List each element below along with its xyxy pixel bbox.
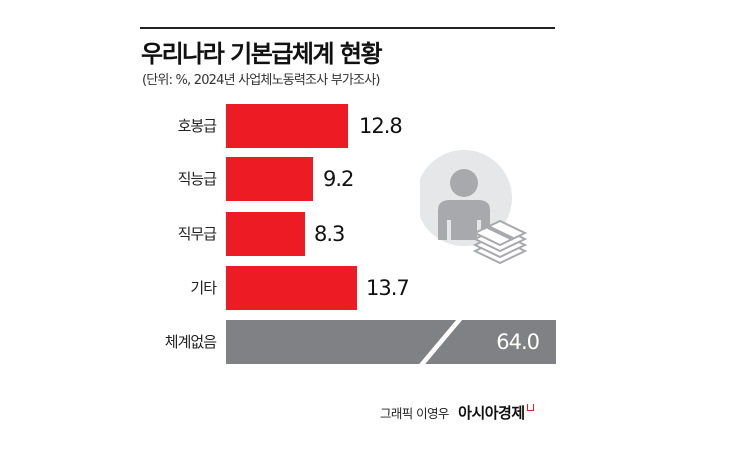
- bar-row-none: 체계없음 64.0: [0, 320, 745, 364]
- category-label: 직무급: [177, 225, 217, 243]
- value-label: 8.3: [314, 222, 345, 246]
- bar-row-hobong: 호봉급 12.8: [0, 104, 745, 148]
- bar-row-other: 기타 13.7: [0, 266, 745, 310]
- person-with-money-icon: [416, 148, 550, 273]
- bar-truncated: 64.0: [226, 320, 556, 364]
- value-label: 13.7: [366, 276, 410, 300]
- graphic-credit: 그래픽 이영우: [380, 406, 449, 421]
- category-label: 호봉급: [177, 117, 217, 135]
- bar-row-jikmu: 직무급 8.3: [0, 212, 745, 256]
- category-label: 기타: [190, 279, 217, 297]
- brand-mark-icon: [526, 404, 534, 411]
- bar: [226, 157, 313, 201]
- bar-row-jikneung: 직능급 9.2: [0, 157, 745, 201]
- value-label: 64.0: [496, 330, 540, 354]
- axis-break-mark: [410, 320, 468, 364]
- bar: [226, 212, 305, 256]
- bar: [226, 104, 348, 148]
- chart-title: 우리나라 기본급체계 현황: [141, 40, 383, 68]
- chart-subtitle: (단위: %, 2024년 사업체노동력조사 부가조사): [142, 73, 380, 88]
- category-label: 체계없음: [164, 333, 217, 351]
- top-rule: [140, 27, 555, 29]
- category-label: 직능급: [177, 170, 217, 188]
- footer-credit: 그래픽 이영우 아시아경제: [380, 402, 534, 423]
- value-label: 9.2: [323, 167, 354, 191]
- brand-logo: 아시아경제: [458, 404, 525, 422]
- bar: [226, 266, 357, 310]
- value-label: 12.8: [359, 114, 403, 138]
